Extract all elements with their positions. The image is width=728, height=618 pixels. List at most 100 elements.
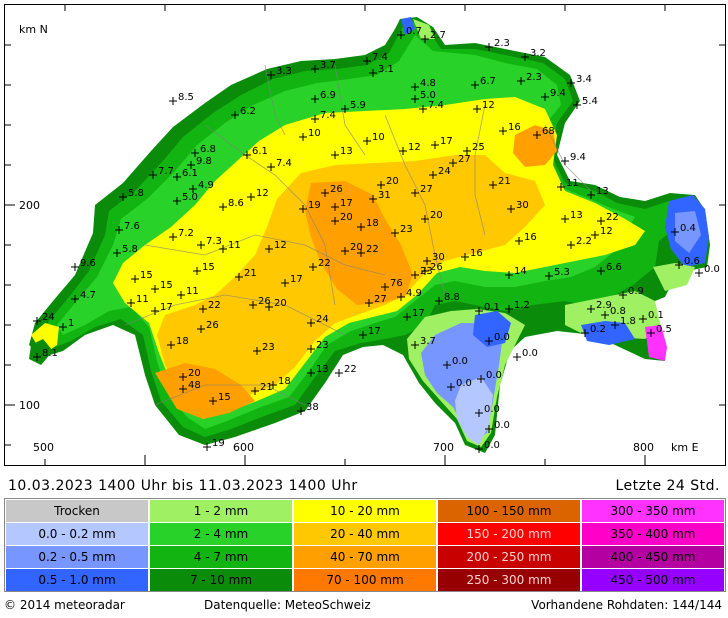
station-marker: 21 — [235, 268, 257, 281]
station-value: 31 — [378, 190, 391, 201]
zone-0-0.2-ticino — [455, 377, 493, 445]
station-value: 0.1 — [648, 310, 664, 321]
station-marker: 0.2 — [581, 324, 606, 337]
station-value: 17 — [160, 302, 173, 313]
legend-item: 0.5 - 1.0 mm — [6, 569, 148, 591]
station-marker: 23 — [391, 224, 413, 237]
legend-label: 0.0 - 0.2 mm — [38, 527, 116, 541]
x-tick-600: 600 — [233, 441, 254, 454]
station-value: 8.5 — [178, 92, 194, 103]
station-value: 23 — [316, 340, 329, 351]
station-value: 27 — [458, 154, 471, 165]
station-marker: 9.8 — [187, 156, 212, 169]
station-marker: 68 — [533, 126, 555, 139]
legend-label: 1 - 2 mm — [193, 504, 249, 518]
station-value: 13 — [340, 146, 353, 157]
station-value: 27 — [374, 294, 387, 305]
legend-label: 7 - 10 mm — [189, 573, 253, 587]
station-marker: 18 — [167, 336, 189, 349]
zone-40-70mm — [305, 181, 413, 305]
station-value: 2.3 — [494, 38, 510, 49]
station-marker: 16 — [461, 248, 483, 261]
station-marker: 6.1 — [243, 146, 268, 159]
station-marker: 31 — [369, 190, 391, 203]
station-value: 17 — [290, 274, 303, 285]
legend-label: 200 - 250 mm — [466, 550, 552, 564]
station-value: 22 — [344, 364, 357, 375]
station-marker: 5.8 — [119, 188, 144, 201]
station-marker: 21 — [251, 382, 273, 395]
station-marker: 2.3 — [517, 72, 542, 85]
legend-label: 70 - 100 mm — [326, 573, 404, 587]
station-marker: 5.8 — [113, 244, 138, 257]
station-value: 11 — [136, 294, 149, 305]
station-value: 20 — [340, 212, 353, 223]
data-source-text: Datenquelle: MeteoSchweiz — [204, 598, 371, 612]
legend-item: 250 - 300 mm — [438, 569, 580, 591]
station-value: 9.8 — [196, 156, 212, 167]
station-marker: 17 — [403, 308, 425, 321]
legend-label: 150 - 200 mm — [466, 527, 552, 541]
station-marker: 1.8 — [611, 316, 636, 329]
station-value: 5.4 — [582, 96, 598, 107]
station-value: 6.7 — [480, 76, 496, 87]
station-marker: 17 — [431, 136, 453, 149]
station-value: 5.8 — [122, 244, 138, 255]
station-value: 2.2 — [576, 236, 592, 247]
station-marker: 8.8 — [435, 292, 460, 305]
station-value: 7.3 — [206, 236, 222, 247]
station-marker: 15 — [209, 392, 231, 405]
station-value: 6.6 — [606, 262, 622, 273]
legend-item: 300 - 350 mm — [582, 500, 724, 522]
legend: Trocken 0.0 - 0.2 mm 0.2 - 0.5 mm 0.5 - 1.0… — [4, 498, 726, 592]
station-marker: 26 — [321, 184, 343, 197]
station-value: 24 — [42, 312, 55, 323]
station-value: 76 — [390, 278, 403, 289]
legend-label: 450 - 500 mm — [610, 573, 696, 587]
station-marker: 8.5 — [169, 92, 194, 105]
y-axis-unit: km N — [19, 23, 48, 36]
station-marker: 6.1 — [173, 168, 198, 181]
legend-item: 0.0 - 0.2 mm — [6, 523, 148, 545]
station-marker: 0.0 — [485, 332, 510, 345]
station-marker: 13 — [561, 210, 583, 223]
station-value: 4.9 — [198, 180, 214, 191]
legend-item: 150 - 200 mm — [438, 523, 580, 545]
x-tick-500: 500 — [33, 441, 54, 454]
station-value: 16 — [508, 122, 521, 133]
legend-label: 20 - 40 mm — [330, 527, 400, 541]
station-marker: 21 — [489, 176, 511, 189]
station-marker: 6.6 — [597, 262, 622, 275]
station-value: 12 — [256, 188, 269, 199]
station-marker: 13 — [331, 146, 353, 159]
legend-item: 20 - 40 mm — [294, 523, 436, 545]
station-marker: 6.9 — [311, 90, 336, 103]
legend-item: 0.2 - 0.5 mm — [6, 546, 148, 568]
station-marker: 6.7 — [471, 76, 496, 89]
station-value: 12 — [274, 240, 287, 251]
station-marker: 3.1 — [369, 64, 394, 77]
station-value: 5.0 — [420, 90, 436, 101]
station-marker: 7.4 — [419, 100, 444, 113]
station-marker: 0.1 — [639, 310, 664, 323]
station-value: 30 — [432, 252, 445, 263]
station-value: 4.9 — [406, 288, 422, 299]
station-value: 68 — [542, 126, 555, 137]
station-value: 0.2 — [590, 324, 606, 335]
zone-0.5-1-east — [581, 321, 635, 345]
station-value: 12 — [408, 142, 421, 153]
station-marker: 7.3 — [197, 236, 222, 249]
station-value: 12 — [482, 100, 495, 111]
station-marker: 9.6 — [71, 258, 96, 271]
station-value: 23 — [420, 266, 433, 277]
station-marker: 12 — [591, 226, 613, 239]
station-marker: 27 — [411, 184, 433, 197]
station-value: 7.4 — [320, 110, 336, 121]
station-value: 24 — [438, 166, 451, 177]
station-value: 4.7 — [80, 290, 96, 301]
station-value: 20 — [430, 210, 443, 221]
station-marker: 4.9 — [397, 288, 422, 301]
station-value: 0.9 — [628, 286, 644, 297]
station-value: 17 — [340, 198, 353, 209]
legend-item: 350 - 400 mm — [582, 523, 724, 545]
